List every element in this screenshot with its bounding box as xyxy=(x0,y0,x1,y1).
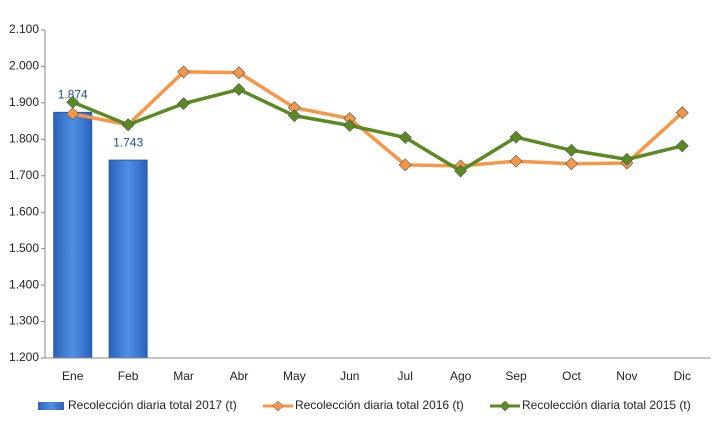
marker xyxy=(287,109,301,123)
bar xyxy=(53,111,93,359)
legend-label: Recolección diaria total 2017 (t) xyxy=(68,398,237,412)
marker xyxy=(509,130,523,144)
y-tick-label: 1.500 xyxy=(9,241,39,255)
y-tick-label: 1.300 xyxy=(9,314,39,328)
marker xyxy=(66,107,80,121)
legend-marker xyxy=(272,400,284,412)
marker xyxy=(177,97,190,111)
y-tick-label: 2.000 xyxy=(9,59,39,73)
legend-marker xyxy=(499,400,511,412)
x-tick-label: Dic xyxy=(674,369,691,383)
x-tick-label: Jul xyxy=(398,369,413,383)
x-tick-label: Oct xyxy=(562,369,581,383)
x-tick-label: Jun xyxy=(340,369,359,383)
data-label: 1.743 xyxy=(113,135,143,149)
y-tick-label: 1.600 xyxy=(9,204,39,218)
marker xyxy=(398,131,412,144)
y-tick-label: 1.200 xyxy=(9,350,39,364)
x-tick-label: Nov xyxy=(616,369,637,383)
x-tick-label: Mar xyxy=(173,369,194,383)
marker xyxy=(565,143,578,157)
legend-label: Recolección diaria total 2016 (t) xyxy=(295,398,464,412)
marker xyxy=(232,66,246,80)
y-tick-label: 1.900 xyxy=(9,95,39,109)
marker xyxy=(675,139,689,153)
marker xyxy=(509,154,523,168)
x-tick-label: Ene xyxy=(62,369,84,383)
y-tick-label: 1.700 xyxy=(9,168,39,182)
marker xyxy=(177,65,190,79)
marker xyxy=(620,152,634,166)
bar xyxy=(108,159,148,359)
line xyxy=(72,70,684,168)
line xyxy=(72,87,683,173)
data-label: 1.874 xyxy=(58,88,88,102)
y-tick-label: 1.400 xyxy=(9,277,39,291)
marker xyxy=(66,95,80,109)
legend-label: Recolección diaria total 2015 (t) xyxy=(522,398,691,412)
x-tick-label: May xyxy=(283,369,306,383)
marker xyxy=(232,82,246,96)
y-tick-label: 2.100 xyxy=(9,22,39,36)
marker xyxy=(565,157,578,171)
x-tick-label: Abr xyxy=(230,369,249,383)
marker xyxy=(454,164,468,178)
legend-swatch xyxy=(38,402,64,410)
marker xyxy=(675,106,689,120)
marker xyxy=(121,118,135,132)
marker xyxy=(398,158,412,172)
marker xyxy=(343,119,357,132)
x-tick-label: Feb xyxy=(118,369,139,383)
y-tick-label: 1.800 xyxy=(9,132,39,146)
x-tick-label: Ago xyxy=(450,369,472,383)
x-tick-label: Sep xyxy=(505,369,527,383)
